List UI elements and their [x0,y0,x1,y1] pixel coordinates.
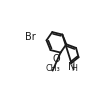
Text: Br: Br [25,32,35,42]
Text: CH₃: CH₃ [45,64,60,73]
Text: O: O [52,54,60,64]
Text: H: H [72,64,77,73]
Text: N: N [68,62,75,72]
